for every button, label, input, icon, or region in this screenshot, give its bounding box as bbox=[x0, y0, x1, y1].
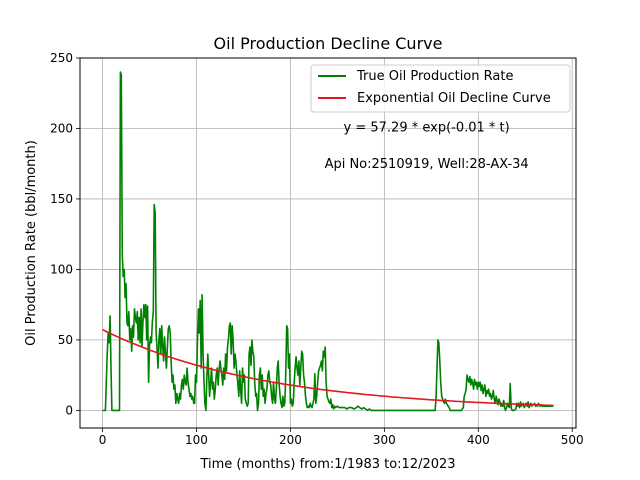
annotation-text: Api No:2510919, Well:28-AX-34 bbox=[325, 157, 529, 172]
y-tick-label: 150 bbox=[50, 192, 73, 206]
y-tick-label: 250 bbox=[50, 51, 73, 65]
x-tick-label: 100 bbox=[185, 433, 208, 447]
series-line-true-oil-production bbox=[102, 71, 554, 412]
y-tick-label: 200 bbox=[50, 121, 73, 135]
legend-box bbox=[310, 64, 571, 113]
plot-frame bbox=[79, 57, 577, 429]
x-tick-label: 0 bbox=[99, 433, 107, 447]
y-axis-label: Oil Production Rate (bbl/month) bbox=[24, 140, 39, 346]
series-layer bbox=[102, 71, 554, 412]
series-line-exponential-decline bbox=[102, 328, 554, 407]
y-tick-label: 0 bbox=[65, 403, 73, 417]
annotation-text: y = 57.29 * exp(-0.01 * t) bbox=[344, 120, 510, 135]
legend-label-exponential-decline: Exponential Oil Decline Curve bbox=[357, 91, 551, 106]
ticks: 0 100 200 300 400 500 0 50 100 150 200 250 bbox=[50, 51, 584, 447]
x-tick-label: 500 bbox=[561, 433, 584, 447]
annotations: y = 57.29 * exp(-0.01 * t) Api No:2510919… bbox=[325, 120, 529, 172]
chart-title: Oil Production Decline Curve bbox=[214, 34, 443, 53]
x-tick-label: 400 bbox=[467, 433, 490, 447]
y-tick-label: 50 bbox=[58, 333, 73, 347]
x-tick-label: 300 bbox=[373, 433, 396, 447]
x-tick-label: 200 bbox=[279, 433, 302, 447]
legend-label-true-oil-production: True Oil Production Rate bbox=[356, 69, 513, 84]
x-axis-label: Time (months) from:1/1983 to:12/2023 bbox=[199, 457, 455, 472]
legend: True Oil Production Rate Exponential Oil… bbox=[310, 64, 571, 113]
y-tick-label: 100 bbox=[50, 262, 73, 276]
